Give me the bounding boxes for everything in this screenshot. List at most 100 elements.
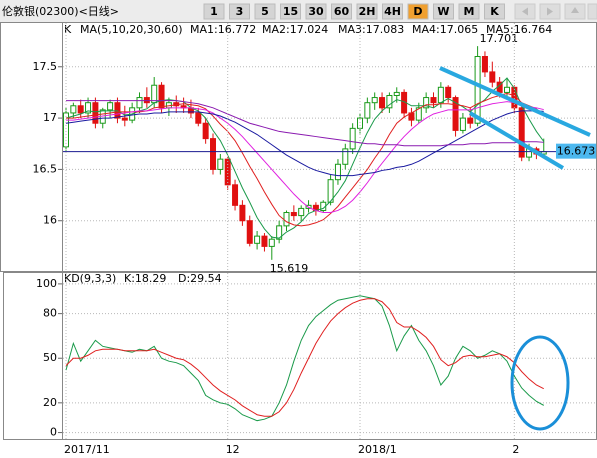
candle-body [121, 117, 128, 121]
candle-body [151, 84, 158, 104]
x-tick-label: 12 [226, 443, 240, 456]
toolbar-button[interactable] [203, 3, 225, 20]
y-tick-label: 100 [36, 277, 57, 290]
nav-arrows [514, 3, 597, 20]
candle-body [298, 207, 305, 217]
toolbar-button[interactable] [280, 3, 301, 20]
kd-panel [3, 272, 597, 440]
candle-body [415, 107, 422, 121]
candle-body [276, 225, 283, 240]
candle-body [254, 235, 261, 244]
button-label[interactable]: K [490, 5, 499, 18]
ma-line [65, 110, 544, 177]
nav-button[interactable] [587, 3, 597, 20]
button-label[interactable]: 15 [283, 5, 298, 18]
main-panel [0, 22, 597, 272]
candle-body [437, 86, 444, 104]
candle-body [327, 179, 334, 203]
y-tick-label: 17.5 [33, 60, 58, 73]
button-label[interactable]: 3 [236, 5, 244, 18]
kd-line [65, 298, 544, 417]
x-tick-label: 2018/1 [358, 443, 397, 456]
button-label[interactable]: M [464, 5, 475, 18]
chart-label: K [64, 23, 72, 36]
y-tick-label: 50 [43, 351, 57, 364]
button-label[interactable]: 4H [384, 5, 401, 18]
candle-body [261, 235, 268, 247]
kd-title: KD(9,3,3) [64, 272, 116, 285]
legend-entry: K:18.29 [124, 272, 166, 285]
trend-line [468, 111, 565, 170]
candle-body [504, 86, 510, 93]
candle-body [195, 112, 202, 124]
y-tick-label: 80 [43, 307, 57, 320]
y-tick-label: 16.5 [33, 162, 58, 175]
ma-line [65, 77, 545, 239]
candle-body [342, 148, 349, 165]
toolbar-button[interactable] [254, 3, 276, 20]
button-label[interactable]: 1 [210, 5, 218, 18]
toolbar-button[interactable] [305, 3, 327, 20]
candle-body [143, 97, 150, 104]
y-tick-label: 17 [43, 111, 57, 124]
y-tick-label: 16 [43, 214, 57, 227]
candle-body [349, 127, 356, 150]
candle-body [202, 122, 209, 140]
button-label[interactable]: W [437, 5, 449, 18]
candle-body [393, 91, 400, 97]
button-label[interactable]: 30 [308, 5, 324, 18]
legend-entry: MA1:16.772 [190, 23, 256, 36]
toolbar-button[interactable] [484, 3, 505, 20]
candle-body [481, 56, 488, 73]
toolbar-button[interactable] [433, 3, 454, 20]
candle-body [114, 102, 121, 119]
candle-body [85, 102, 92, 114]
candle-body [423, 97, 430, 109]
candle-body [232, 184, 239, 206]
candle-body [452, 97, 459, 131]
candle-body [224, 158, 231, 186]
button-group: 1 3 5 15 30 60 2H 4H D W M K [203, 3, 505, 20]
x-tick-label: 2017/11 [64, 443, 110, 456]
candle-body [518, 107, 525, 158]
y-tick-label: 20 [43, 396, 57, 409]
legend-entry: D:29.54 [178, 272, 222, 285]
icon [522, 7, 528, 16]
candle-body [239, 204, 246, 222]
plot: 16 16.5 17 17.5 K MA(5,10,20,30,60) MA1:16.772… [33, 23, 596, 456]
button-label[interactable]: 60 [334, 5, 350, 18]
toolbar-button[interactable] [229, 3, 250, 20]
candle-body [459, 117, 466, 131]
candle-body [364, 102, 371, 119]
icon [547, 7, 553, 16]
candle-body [474, 56, 481, 124]
candle-body [430, 97, 437, 104]
button-label[interactable]: D [413, 5, 422, 18]
toolbar-button[interactable] [356, 3, 378, 20]
indicator-label: MA(5,10,20,30,60) [80, 23, 183, 36]
trend-line [439, 66, 591, 137]
candle-body [217, 158, 224, 170]
toolbar-button[interactable] [382, 3, 403, 20]
legend-entry: MA4:17.065 [412, 23, 478, 36]
candle-body [386, 95, 393, 109]
toolbar-button[interactable] [331, 3, 352, 20]
toolbar-button[interactable] [458, 3, 480, 20]
legend-entry: MA5:16.764 [486, 23, 552, 36]
toolbar-button[interactable] [407, 3, 429, 20]
x-tick-label: 2 [512, 443, 519, 456]
candle-body [92, 102, 99, 124]
button-label[interactable]: 2H [359, 5, 376, 18]
candle-body [379, 97, 386, 109]
legend-entry: MA2:17.024 [262, 23, 328, 36]
ma-line [66, 100, 544, 147]
candle-body [445, 86, 452, 99]
candle-body [77, 105, 84, 114]
highlight-ellipse [510, 335, 570, 431]
y-tick-label: 0 [50, 426, 57, 439]
candle-body [246, 220, 253, 244]
high-label: 17.701 [480, 32, 518, 45]
candle-body [136, 97, 143, 109]
button-label[interactable]: 5 [261, 5, 269, 18]
